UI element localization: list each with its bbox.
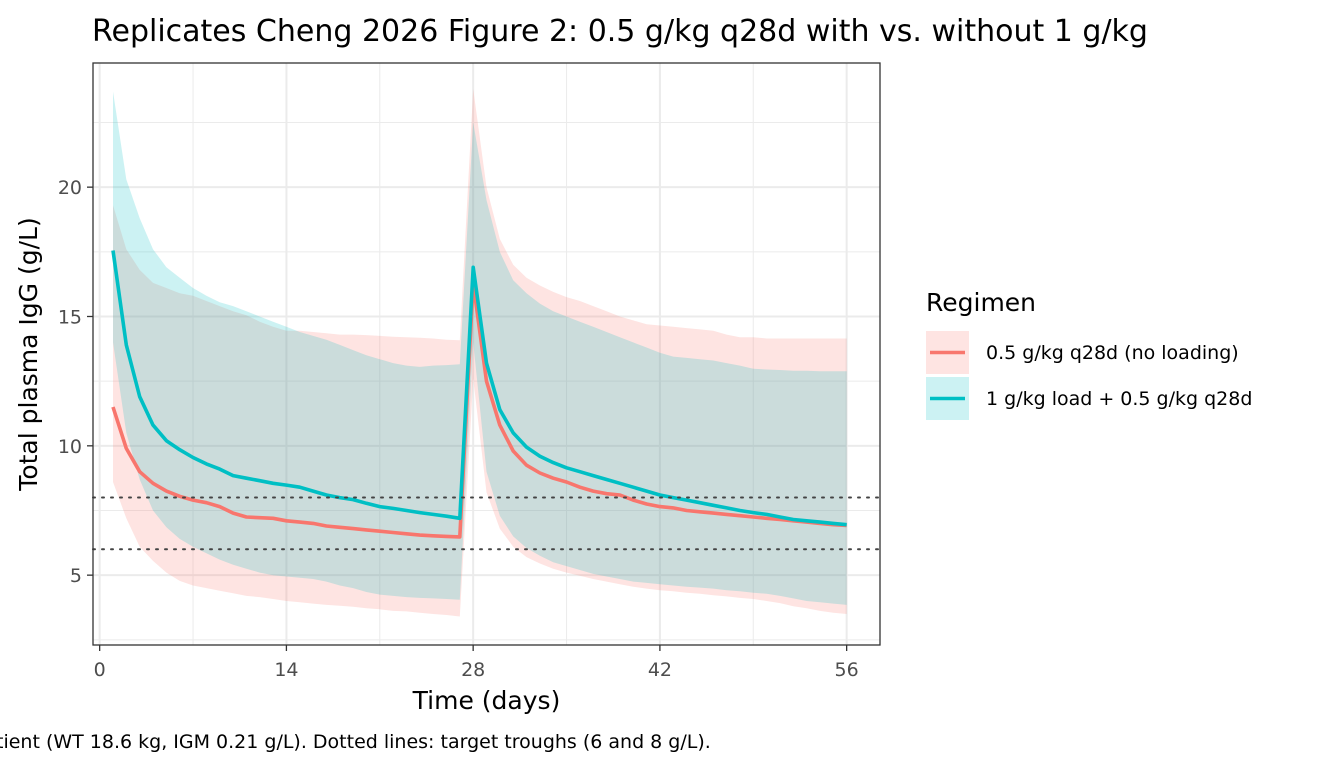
major-gridlines: [93, 63, 880, 645]
legend: Regimen 0.5 g/kg q28d (no loading) 1 g/kg…: [926, 288, 1252, 420]
y-axis-title: Total plasma IgG (g/L): [14, 217, 43, 491]
x-tick-label: 28: [461, 659, 485, 681]
legend-label: 0.5 g/kg q28d (no loading): [986, 342, 1239, 364]
x-tick-label: 14: [274, 659, 298, 681]
ribbons: [113, 88, 847, 617]
legend-title: Regimen: [926, 288, 1036, 317]
x-tick-label: 42: [648, 659, 672, 681]
y-axis: 5 10 15 20: [58, 177, 93, 587]
y-tick-label: 20: [58, 177, 82, 199]
chart-title: Replicates Cheng 2026 Figure 2: 0.5 g/kg…: [92, 14, 1148, 49]
y-tick-label: 10: [58, 436, 82, 458]
x-tick-label: 0: [94, 659, 106, 681]
x-tick-label: 56: [835, 659, 859, 681]
legend-label: 1 g/kg load + 0.5 g/kg q28d: [986, 388, 1252, 410]
ribbon-series-1: [113, 88, 847, 617]
y-tick-label: 15: [58, 306, 82, 328]
line-series-2: [111, 250, 847, 527]
x-axis: 0 14 28 42 56: [94, 645, 859, 681]
caption: tient (WT 18.6 kg, IGM 0.21 g/L). Dotted…: [0, 731, 711, 753]
ribbon-series-2: [113, 91, 847, 605]
series-lines: [111, 250, 847, 539]
x-axis-title: Time (days): [412, 686, 561, 715]
plot-border: [92, 62, 881, 646]
line-series-1: [111, 281, 847, 539]
y-tick-label: 5: [70, 565, 82, 587]
